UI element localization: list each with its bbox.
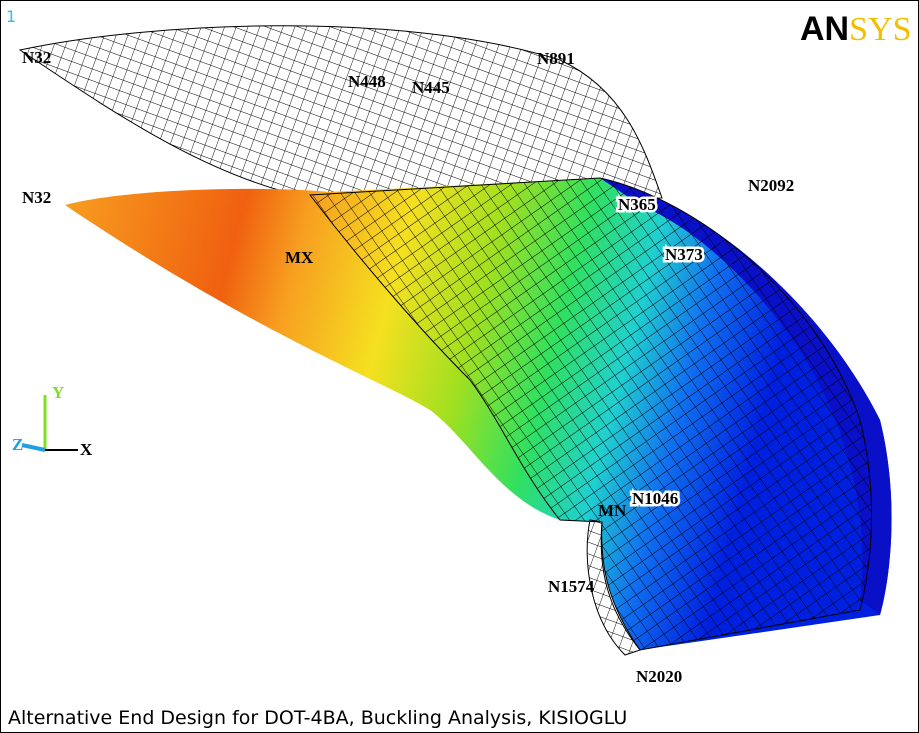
node-label: N891 <box>537 49 575 68</box>
node-label: N373 <box>665 245 703 264</box>
node-label: N448 <box>348 72 386 91</box>
node-label: MX <box>285 248 314 267</box>
logo-part: SYS <box>849 11 911 48</box>
node-label: N1046 <box>632 489 678 508</box>
node-label: N365 <box>618 195 656 214</box>
window-number: 1 <box>6 7 16 26</box>
caption: Alternative End Design for DOT-4BA, Buck… <box>8 707 627 729</box>
node-label: N1574 <box>548 577 595 596</box>
node-label: N32 <box>22 48 51 67</box>
node-label: N2020 <box>636 667 682 686</box>
logo-part: AN <box>800 10 849 48</box>
node-label: N2092 <box>748 176 794 195</box>
triad-label: Y <box>52 383 64 402</box>
triad-label: X <box>80 440 93 459</box>
logo: ANSYS <box>800 10 911 48</box>
screenshot: Y Z X 1 ANSYS Alternative End Design for… <box>0 0 919 733</box>
node-label: N32 <box>22 188 51 207</box>
triad-label: Z <box>12 435 23 454</box>
node-label: MN <box>598 501 627 520</box>
node-label: N445 <box>412 78 450 97</box>
